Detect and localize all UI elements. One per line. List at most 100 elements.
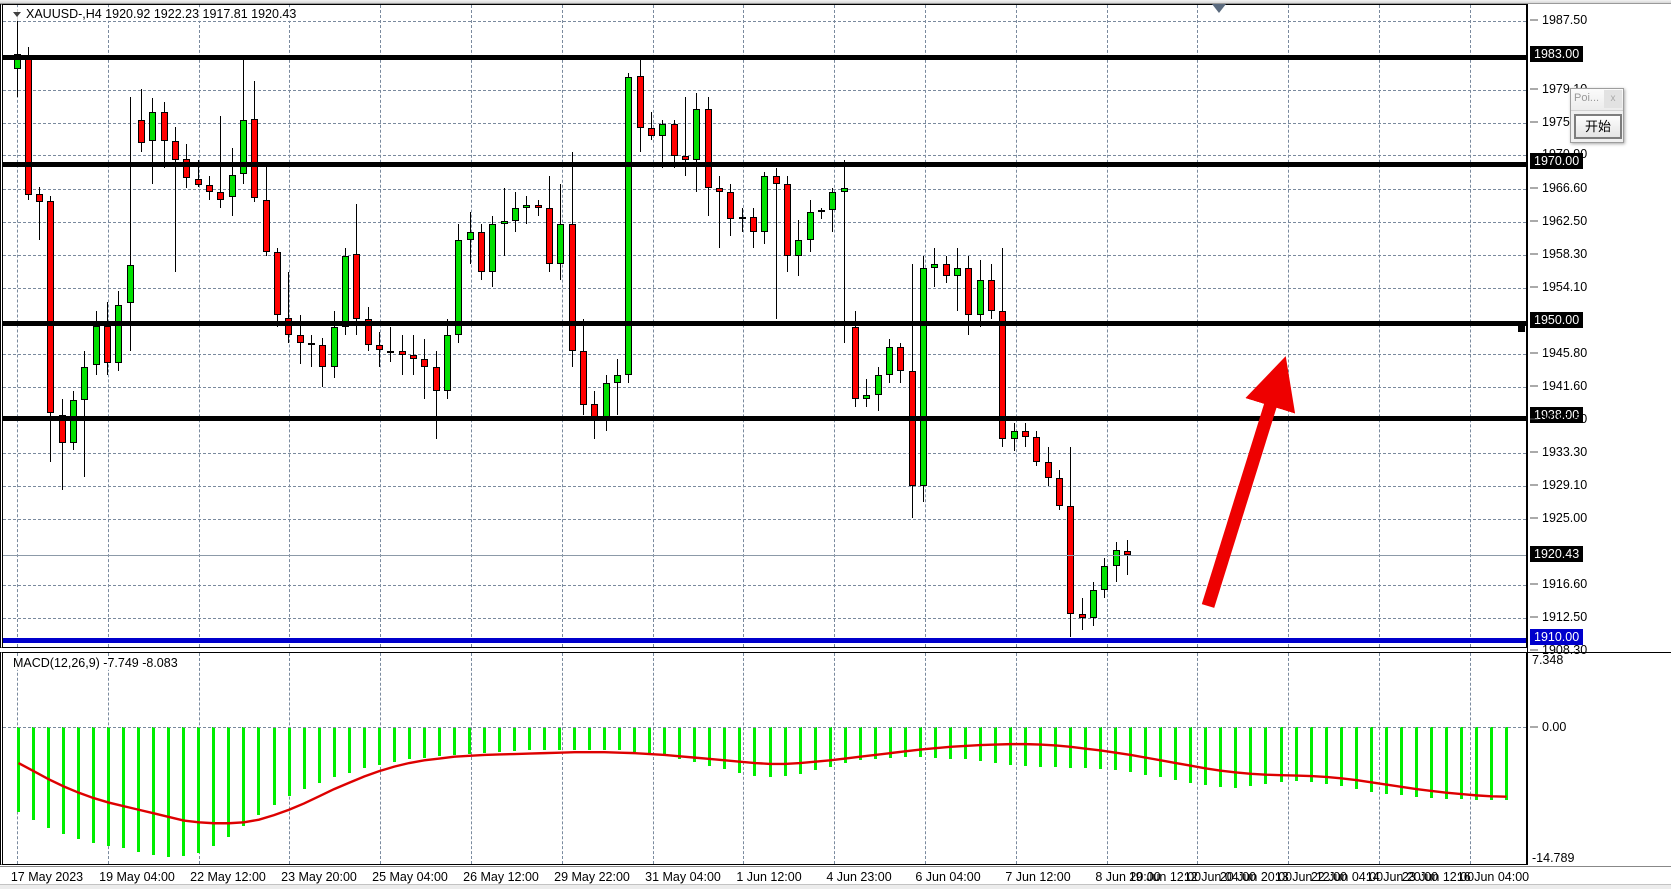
candle-body-bearish xyxy=(398,351,406,356)
time-axis-label: 31 May 04:00 xyxy=(645,870,721,884)
macd-histogram-bar xyxy=(152,727,156,855)
price-level-line[interactable] xyxy=(3,162,1526,167)
candle-wick xyxy=(243,56,245,185)
candlestick xyxy=(421,5,429,647)
price-chart-pane[interactable]: XAUUSD-,H4 1920.92 1922.23 1917.81 1920.… xyxy=(0,4,1527,648)
price-axis-highlight-label: 1970.00 xyxy=(1530,153,1584,169)
price-level-line[interactable] xyxy=(3,416,1526,421)
triangle-down-icon[interactable] xyxy=(1212,4,1226,13)
candlestick xyxy=(512,5,520,647)
time-axis-label: 7 Jun 12:00 xyxy=(1005,870,1071,884)
candlestick xyxy=(738,5,746,647)
macd-indicator-pane[interactable]: MACD(12,26,9) -7.749 -8.083 xyxy=(0,652,1527,865)
candlestick xyxy=(444,5,452,647)
candle-body-bullish xyxy=(1010,430,1018,439)
time-axis[interactable]: 17 May 2023 19 May 04:00 22 May 12:00 23 Ma… xyxy=(0,866,1671,889)
candlestick xyxy=(330,5,338,647)
chevron-down-icon[interactable] xyxy=(13,12,21,18)
candle-body-bullish xyxy=(1089,589,1097,618)
last-price-line xyxy=(3,554,1526,556)
start-button[interactable]: 开始 xyxy=(1574,114,1622,139)
candlestick xyxy=(24,5,32,647)
candlestick xyxy=(546,5,553,647)
candle-wick xyxy=(616,359,618,415)
candle-body-bullish xyxy=(70,400,78,443)
candlestick xyxy=(36,5,44,647)
axis-tick-mark xyxy=(1530,517,1538,519)
candlestick xyxy=(749,5,757,647)
candle-body-bullish xyxy=(806,211,814,240)
floating-popup-dialog[interactable]: Poi... x 开始 xyxy=(1570,88,1624,143)
axis-tick-mark xyxy=(1530,484,1538,486)
candle-body-bearish xyxy=(217,192,225,200)
candlestick xyxy=(172,5,180,647)
candle-body-bullish xyxy=(885,347,893,375)
price-level-line[interactable] xyxy=(3,321,1526,332)
macd-histogram-bar xyxy=(843,727,847,763)
candlestick xyxy=(489,5,497,647)
candle-body-bearish xyxy=(942,263,950,276)
price-level-line[interactable] xyxy=(3,55,1526,60)
macd-histogram-bar xyxy=(1008,727,1012,765)
candle-wick xyxy=(84,351,86,477)
time-axis-label: 4 Jun 23:00 xyxy=(826,870,892,884)
grid-line-vertical xyxy=(1288,653,1290,864)
macd-histogram-bar xyxy=(107,727,111,846)
candle-body-bullish xyxy=(149,112,157,142)
price-axis[interactable]: 1987.501983.001979.101975.001970.901970.… xyxy=(1527,4,1671,865)
macd-histogram-bar xyxy=(122,727,126,849)
candle-body-bearish xyxy=(296,335,304,344)
candle-wick xyxy=(934,247,936,288)
bid-price-line[interactable] xyxy=(3,638,1526,643)
candle-wick xyxy=(1126,540,1128,576)
candle-body-bullish xyxy=(489,223,497,272)
axis-tick-mark xyxy=(1530,19,1538,21)
macd-histogram-bar xyxy=(1264,727,1268,784)
time-axis-label: 12 Jun 04:00 xyxy=(1183,870,1257,884)
candle-body-bullish xyxy=(613,374,621,383)
candlestick xyxy=(500,5,508,647)
candlestick xyxy=(262,5,270,647)
price-axis-highlight-label: 1983.00 xyxy=(1530,46,1584,62)
macd-histogram-bar xyxy=(1144,727,1148,775)
candle-body-bearish xyxy=(410,355,418,360)
candle-wick xyxy=(401,335,403,375)
candlestick xyxy=(398,5,406,647)
candlestick xyxy=(965,5,973,647)
macd-histogram-bar xyxy=(693,727,697,763)
candle-body-bearish xyxy=(670,124,678,157)
candle-wick xyxy=(537,199,539,216)
price-axis-label: 1954.10 xyxy=(1542,280,1588,294)
macd-zero-line xyxy=(3,727,1526,729)
axis-tick-mark xyxy=(1530,649,1538,651)
candlestick xyxy=(1112,5,1120,647)
macd-histogram-bar xyxy=(528,727,532,751)
macd-histogram-bar xyxy=(1459,727,1463,800)
close-icon[interactable]: x xyxy=(1604,90,1622,108)
level-drag-handle[interactable] xyxy=(1518,325,1525,332)
candlestick xyxy=(308,5,316,647)
candle-body-bearish xyxy=(432,367,440,391)
macd-histogram-bar xyxy=(873,727,877,759)
macd-histogram-bar xyxy=(1114,727,1118,771)
macd-histogram-bar xyxy=(978,727,982,762)
popup-titlebar[interactable]: Poi... x xyxy=(1571,89,1623,111)
macd-histogram-bar xyxy=(888,727,892,758)
candle-wick xyxy=(832,188,834,232)
candle-body-bearish xyxy=(965,267,973,316)
candlestick xyxy=(897,5,905,647)
macd-axis-label: -14.789 xyxy=(1532,851,1575,865)
candlestick xyxy=(228,5,236,647)
price-axis-label: 1962.50 xyxy=(1542,214,1588,228)
macd-histogram-bar xyxy=(798,727,802,774)
candlestick xyxy=(251,5,259,647)
candle-body-bullish xyxy=(840,188,848,192)
candle-body-bullish xyxy=(693,108,701,161)
macd-histogram-bar xyxy=(317,727,321,783)
candlestick xyxy=(217,5,225,647)
price-axis-label: 1987.50 xyxy=(1542,13,1588,27)
candle-body-bullish xyxy=(444,335,452,391)
candle-body-bearish xyxy=(1044,462,1052,479)
candle-wick xyxy=(129,96,131,352)
